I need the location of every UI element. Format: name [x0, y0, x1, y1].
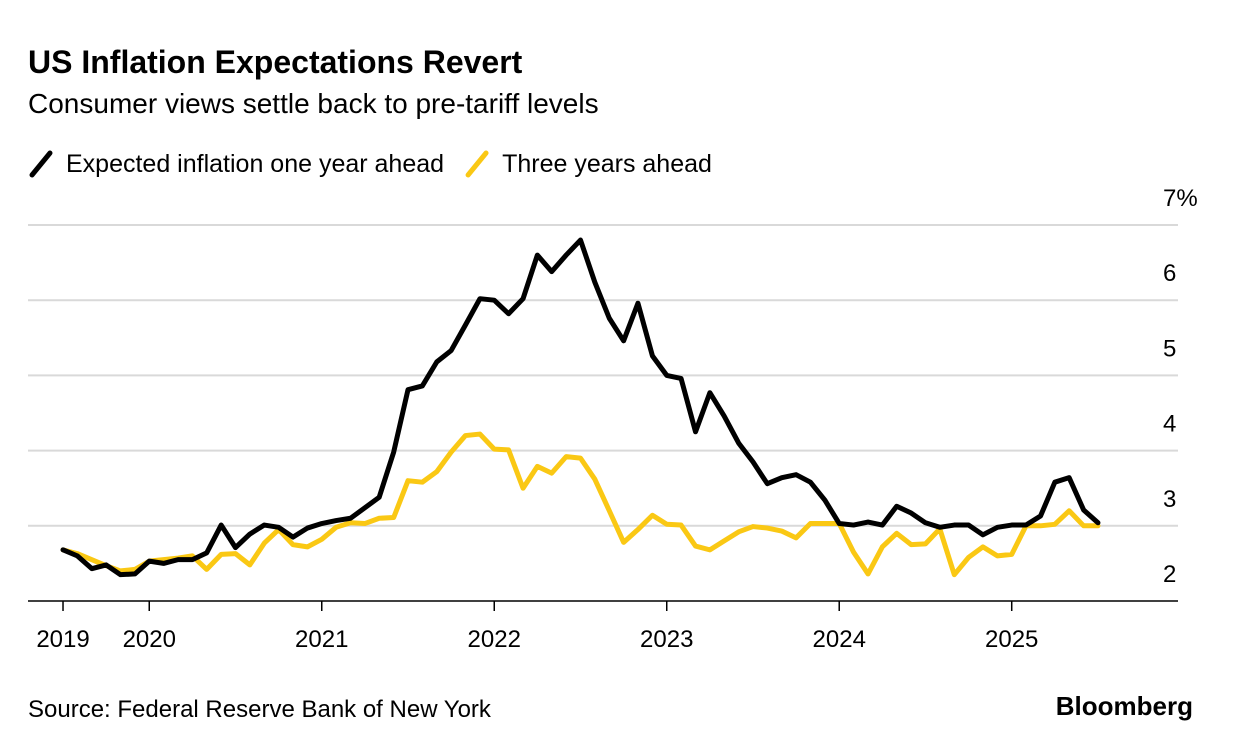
legend-swatch [465, 150, 489, 178]
y-tick-label: 3 [1163, 486, 1176, 513]
x-tick-label: 2020 [123, 626, 176, 653]
x-tick-label: 2024 [813, 626, 866, 653]
x-tick-label: 2019 [36, 626, 89, 653]
x-tick-label: 2021 [295, 626, 348, 653]
y-tick-label: 6 [1163, 260, 1176, 287]
y-tick-label: 4 [1163, 411, 1176, 438]
series-line [60, 237, 1101, 578]
series-line [60, 431, 1101, 578]
brand: Bloomberg [1056, 691, 1193, 721]
chart-subtitle: Consumer views settle back to pre-tariff… [28, 88, 599, 119]
legend-label: Expected inflation one year ahead [66, 150, 444, 178]
chart-title: US Inflation Expectations Revert [28, 44, 523, 80]
source: Source: Federal Reserve Bank of New York [28, 696, 492, 723]
legend-label: Three years ahead [502, 150, 712, 178]
x-tick-label: 2022 [468, 626, 521, 653]
y-tick-label: 2 [1163, 561, 1176, 588]
x-tick-label: 2025 [985, 626, 1038, 653]
legend-swatch [29, 150, 53, 178]
y-tick-label: 5 [1163, 335, 1176, 362]
y-tick-label: 7% [1163, 185, 1198, 212]
x-tick-label: 2023 [640, 626, 693, 653]
